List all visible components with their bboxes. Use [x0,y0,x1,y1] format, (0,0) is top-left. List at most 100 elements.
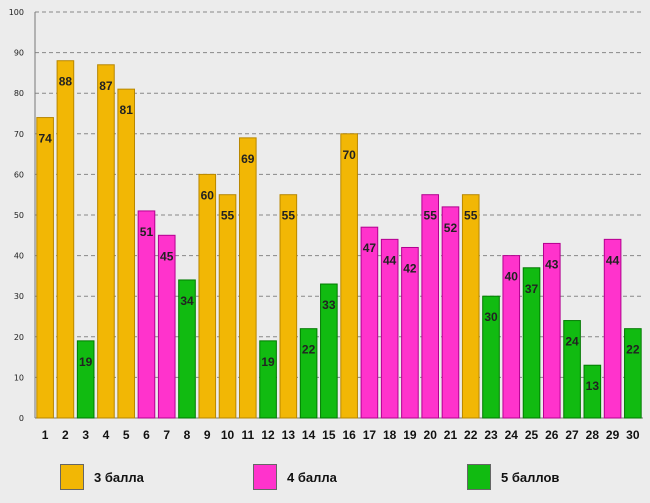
x-tick-label: 20 [424,428,438,442]
x-tick-label: 17 [363,428,377,442]
x-tick-label: 15 [322,428,336,442]
bar-29 [603,238,622,419]
data-label: 74 [38,132,52,146]
bar-10 [218,194,237,419]
bar-18 [380,238,399,419]
x-tick-label: 8 [184,428,191,442]
x-tick-label: 10 [221,428,235,442]
legend-item-4-points: 4 балла [253,462,337,492]
bar-4 [97,64,115,419]
y-tick-label: 40 [14,252,24,261]
x-tick-label: 7 [163,428,170,442]
bar-11 [238,137,257,419]
bar-17 [360,226,379,419]
data-label: 87 [99,79,113,93]
legend-swatch-5-points [467,464,491,490]
bar-20 [421,194,440,419]
data-label: 60 [201,188,215,202]
data-label: 70 [342,148,356,162]
x-tick-label: 24 [505,428,519,442]
data-label: 45 [160,249,174,263]
y-tick-label: 90 [14,49,24,58]
data-label: 55 [424,209,438,223]
x-tick-label: 11 [241,428,254,442]
data-label: 13 [586,379,600,393]
bar-14 [299,328,318,419]
y-tick-label: 70 [14,130,24,139]
x-tick-label: 18 [383,428,397,442]
y-tick-label: 60 [14,170,24,179]
x-tick-label: 21 [444,428,458,442]
y-tick-label: 80 [14,89,24,98]
y-tick-label: 10 [14,373,24,382]
x-tick-label: 19 [403,428,417,442]
x-tick-label: 4 [103,428,110,442]
data-label: 43 [545,257,559,271]
data-label: 33 [322,298,336,312]
bar-21 [441,206,460,419]
data-label: 30 [484,310,498,324]
x-tick-label: 28 [586,428,600,442]
bar-7 [157,234,176,419]
data-label: 69 [241,152,255,166]
bar-15 [320,283,338,419]
data-label: 40 [505,270,519,284]
x-tick-label: 29 [606,428,620,442]
y-tick-label: 0 [19,414,24,423]
bar-8 [178,279,196,419]
legend-label-4-points: 4 балла [287,469,337,485]
y-tick-label: 30 [14,292,24,301]
data-label: 19 [261,355,275,369]
bar-26 [542,242,561,419]
data-label: 47 [363,241,377,255]
x-tick-label: 16 [342,428,356,442]
data-label: 37 [525,282,539,296]
x-tick-label: 14 [302,428,316,442]
bar-23 [482,295,500,419]
y-tick-label: 50 [14,211,24,220]
legend-swatch-4-points [253,464,277,490]
legend-label-3-points: 3 балла [94,469,144,485]
bar-30 [624,328,642,419]
x-tick-label: 6 [143,428,150,442]
y-tick-label: 100 [9,8,24,17]
data-label: 22 [626,343,640,357]
data-label: 55 [464,209,478,223]
x-tick-label: 3 [82,428,89,442]
data-label: 44 [383,253,397,267]
x-tick-label: 30 [626,428,640,442]
x-tick-label: 9 [204,428,211,442]
x-tick-label: 5 [123,428,130,442]
x-tick-label: 12 [261,428,275,442]
data-label: 81 [120,103,134,117]
bar-6 [137,210,156,419]
bar-3 [76,340,95,419]
bar-19 [401,246,419,419]
data-label: 34 [180,294,194,308]
x-tick-label: 23 [484,428,498,442]
bar-24 [502,255,521,419]
data-label: 55 [221,209,235,223]
x-tick-label: 2 [62,428,69,442]
data-label: 51 [140,225,154,239]
data-label: 52 [444,221,458,235]
data-label: 44 [606,253,620,267]
x-tick-label: 25 [525,428,539,442]
bar-25 [522,267,541,419]
legend-swatch-3-points [60,464,84,490]
x-tick-label: 13 [282,428,296,442]
x-tick-label: 1 [42,428,49,442]
bar-2 [56,60,75,419]
bar-16 [340,133,358,419]
x-tick-label: 27 [565,428,579,442]
bar-5 [117,88,136,419]
x-tick-label: 22 [464,428,478,442]
bar-22 [461,194,480,419]
data-label: 19 [79,355,93,369]
bar-28 [583,364,602,419]
bar-13 [279,194,298,419]
bar-1 [36,117,54,419]
data-label: 22 [302,343,316,357]
data-label: 24 [565,335,579,349]
